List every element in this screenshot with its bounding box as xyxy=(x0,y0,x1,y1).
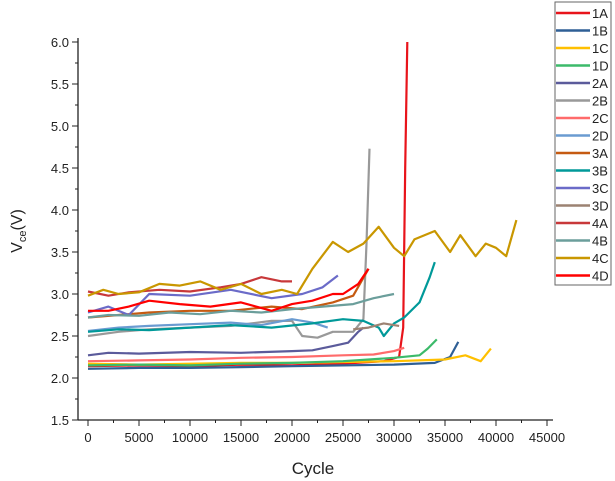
y-tick-label: 2.5 xyxy=(51,329,69,344)
x-tick-label: 45000 xyxy=(529,430,565,445)
legend-label-1c: 1C xyxy=(592,41,609,56)
y-tick-label: 2.0 xyxy=(51,371,69,386)
legend-label-4b: 4B xyxy=(592,234,608,249)
series-line-3c xyxy=(87,274,339,317)
series-line-3a xyxy=(87,268,370,319)
series-line-2b xyxy=(87,148,371,339)
x-axis-label: Cycle xyxy=(292,459,335,478)
series-line-3d xyxy=(353,322,400,331)
x-tick-label: 30000 xyxy=(376,430,412,445)
legend-label-1b: 1B xyxy=(592,24,608,39)
y-tick-label: 1.5 xyxy=(51,413,69,428)
axes: 0 5000 10000 15000 20000 25000 30000 35000 40000… xyxy=(51,35,565,445)
series-line-2c xyxy=(87,346,405,363)
x-tick-label: 15000 xyxy=(223,430,259,445)
y-axis-label-main: V xyxy=(9,242,26,253)
series-line-2a xyxy=(87,326,365,357)
series-lines xyxy=(87,41,518,370)
legend-label-2b: 2B xyxy=(592,94,608,109)
y-tick-label: 3.5 xyxy=(51,245,69,260)
x-tick-label: 5000 xyxy=(125,430,154,445)
series-line-1d xyxy=(87,338,438,367)
series-line-4c xyxy=(87,219,518,297)
y-axis-label: Vce(V) xyxy=(9,209,29,253)
y-axis-label-sub: ce xyxy=(17,231,29,243)
series-line-4d xyxy=(88,268,370,312)
legend-label-3b: 3B xyxy=(592,164,608,179)
legend-label-3a: 3A xyxy=(592,146,608,161)
legend: 1A 1B 1C 1D 2A 2B 2C 2D 3A 3B 3C 3D 4A 4B 4C 4D xyxy=(554,1,612,286)
y-tick-label: 6.0 xyxy=(51,35,69,50)
legend-label-1d: 1D xyxy=(592,59,609,74)
y-axis-label-unit: (V) xyxy=(9,209,26,230)
legend-label-4d: 4D xyxy=(592,269,609,284)
x-tick-label: 40000 xyxy=(478,430,514,445)
y-tick-label: 4.0 xyxy=(51,203,69,218)
legend-label-4c: 4C xyxy=(592,251,609,266)
legend-label-2c: 2C xyxy=(592,111,609,126)
y-tick-label: 5.0 xyxy=(51,119,69,134)
legend-label-1a: 1A xyxy=(592,6,608,21)
x-tick-label: 35000 xyxy=(427,430,463,445)
series-line-3b xyxy=(87,261,436,338)
x-tick-label: 25000 xyxy=(325,430,361,445)
x-tick-label: 20000 xyxy=(274,430,310,445)
legend-label-2a: 2A xyxy=(592,76,608,91)
legend-label-2d: 2D xyxy=(592,129,609,144)
series-line-4b xyxy=(87,292,395,319)
x-tick-label: 0 xyxy=(84,430,91,445)
y-tick-label: 3.0 xyxy=(51,287,69,302)
y-tick-label: 4.5 xyxy=(51,161,69,176)
series-line-2d xyxy=(87,318,329,333)
series-line-1a xyxy=(87,41,409,368)
legend-label-3c: 3C xyxy=(592,181,609,196)
x-tick-label: 10000 xyxy=(172,430,208,445)
y-tick-label: 5.5 xyxy=(51,77,69,92)
legend-label-3d: 3D xyxy=(592,199,609,214)
legend-label-4a: 4A xyxy=(592,216,608,231)
